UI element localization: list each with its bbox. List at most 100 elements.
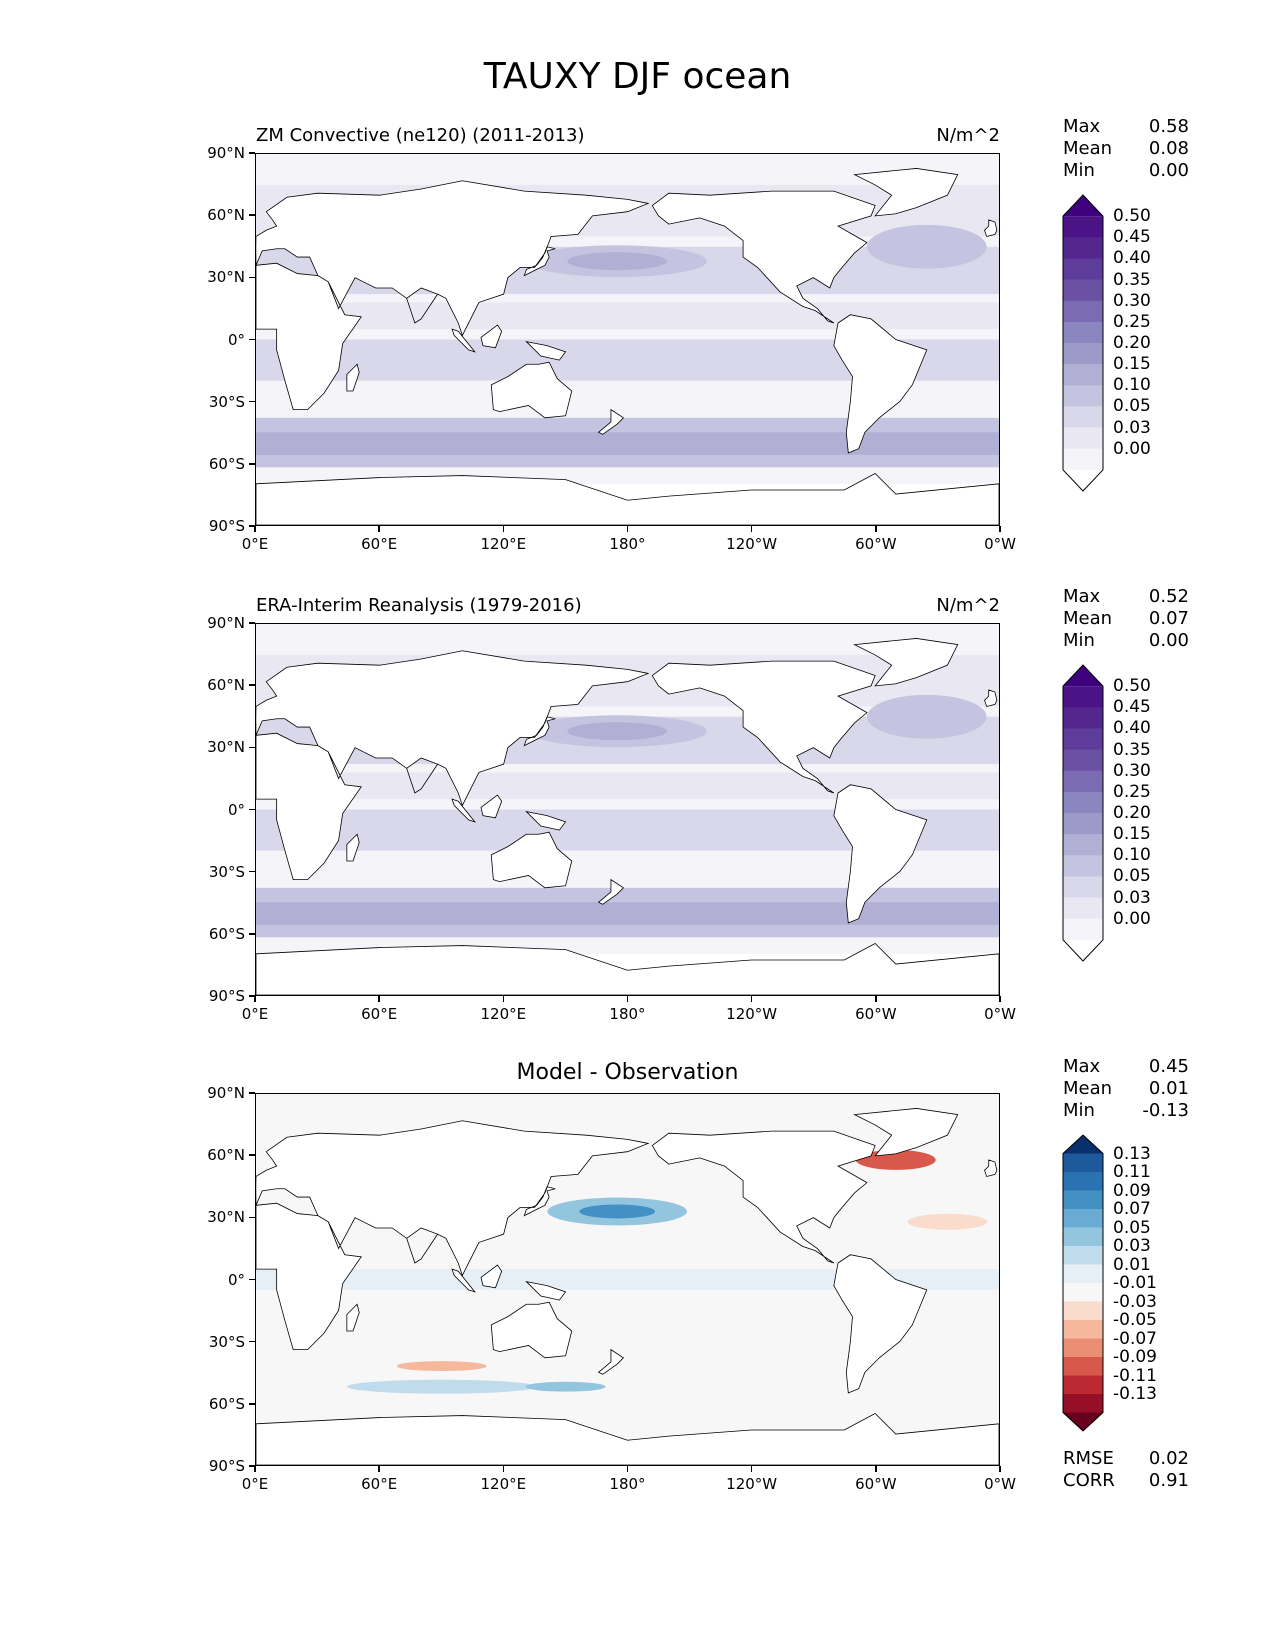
stat-value: -0.13 (1142, 1100, 1189, 1121)
ytick-mark (249, 684, 255, 686)
stat-rmse: RMSE 0.02 (1063, 1448, 1189, 1470)
colorbar-segment (1063, 876, 1103, 899)
xtick-mark (378, 1466, 380, 1472)
colorbar-outline (1062, 664, 1104, 962)
colorbar-tick-label: 0.05 (1113, 866, 1151, 887)
map-canvas (256, 624, 999, 995)
colorbar-segment (1063, 1301, 1103, 1321)
colorbar-segment (1063, 1135, 1103, 1154)
stat-value: 0.02 (1148, 1448, 1189, 1469)
field-diff-sio-red (396, 1361, 487, 1372)
ytick-label: 60°N (207, 676, 245, 695)
colorbar-segment (1063, 1283, 1103, 1302)
xtick-label: 60°W (855, 535, 897, 553)
ytick-mark (249, 1465, 255, 1467)
colorbar-segment (1063, 1246, 1103, 1265)
xtick-label: 60°W (855, 1005, 897, 1023)
ytick-mark (249, 622, 255, 624)
xtick-label: 60°W (855, 1475, 897, 1493)
colorbar-tick-label: 0.15 (1113, 354, 1151, 375)
xtick-label: 60°E (361, 535, 398, 553)
colorbar-tick-label: 0.30 (1113, 760, 1151, 781)
colorbar-segment (1063, 918, 1103, 941)
ytick-mark (249, 1092, 255, 1094)
colorbar-segment (1063, 385, 1103, 407)
panel-title: ZM Convective (ne120) (2011-2013) (256, 125, 585, 146)
colorbar-tick-label: 0.00 (1113, 908, 1151, 929)
panel-title: Model - Observation (516, 1060, 739, 1085)
ytick-label: 30°N (207, 738, 245, 757)
ytick-label: 60°N (207, 1146, 245, 1165)
panel-units: N/m^2 (936, 595, 1000, 616)
stat-max: Max 0.52 (1063, 586, 1189, 608)
xtick-label: 120°W (726, 1005, 778, 1023)
colorbar-segment (1063, 1394, 1103, 1413)
colorbar-segment (1063, 1338, 1103, 1358)
ytick-mark (249, 995, 255, 997)
map-panel (255, 153, 1000, 526)
colorbar (1062, 664, 1104, 962)
xtick-label: 0°E (241, 535, 269, 553)
colorbar-tick-label: 0.45 (1113, 227, 1151, 248)
colorbar-segment (1063, 897, 1103, 920)
stat-value: 0.58 (1148, 116, 1189, 137)
stat-label: RMSE (1063, 1448, 1114, 1469)
xtick-mark (999, 996, 1001, 1002)
colorbar-tick-label: 0.03 (1113, 417, 1151, 438)
ytick-label: 90°N (207, 144, 245, 162)
ytick-label: 30°S (208, 862, 245, 881)
colorbar-tick-label: -0.09 (1113, 1347, 1157, 1367)
panel-title: ERA-Interim Reanalysis (1979-2016) (256, 595, 582, 616)
colorbar-segment (1063, 279, 1103, 302)
field-diff-equator (256, 1269, 999, 1290)
colorbar-tick-label: -0.07 (1113, 1328, 1157, 1349)
xtick-mark (750, 996, 753, 1002)
colorbar-tick-label: 0.45 (1113, 697, 1151, 718)
colorbar-segment (1063, 813, 1103, 835)
ytick-mark (249, 214, 255, 216)
ytick-label: 0° (227, 330, 245, 349)
xtick-mark (626, 1466, 629, 1472)
field-band-trades-n (256, 302, 999, 330)
figure-title: TAUXY DJF ocean (483, 56, 792, 97)
colorbar-tick-label: 0.10 (1113, 845, 1151, 866)
ytick-mark (249, 870, 255, 873)
ytick-mark (249, 1154, 255, 1156)
colorbar-tick-label: 0.11 (1113, 1162, 1151, 1182)
colorbar-segment (1063, 427, 1103, 450)
colorbar-tick-label: 0.50 (1113, 206, 1151, 227)
field-diff-sio-core (525, 1381, 606, 1392)
stat-value: 0.52 (1148, 586, 1189, 607)
stat-value: 0.91 (1148, 1470, 1189, 1491)
stats-block: Max 0.52 Mean 0.07 Min 0.00 (1063, 586, 1189, 652)
stat-label: Mean (1063, 608, 1113, 629)
colorbar-segment (1063, 1375, 1103, 1395)
ytick-mark (249, 525, 255, 527)
colorbar-segment (1063, 1153, 1103, 1173)
ytick-mark (249, 338, 255, 341)
xtick-mark (502, 526, 505, 532)
stat-mean: Mean 0.08 (1063, 138, 1189, 160)
xtick-label: 120°W (726, 535, 778, 553)
ytick-mark (249, 746, 255, 749)
xtick-mark (750, 1466, 753, 1472)
colorbar-tick-label: 0.25 (1113, 311, 1151, 332)
colorbar-segment (1063, 343, 1103, 365)
stat-min: Min 0.00 (1063, 160, 1189, 182)
colorbar (1062, 1134, 1104, 1432)
field-natl-jet (866, 694, 987, 739)
colorbar-segment (1063, 258, 1103, 281)
colorbar-segment (1063, 448, 1103, 471)
stat-mean: Mean 0.01 (1063, 1078, 1189, 1100)
field-diff-npac-core (579, 1204, 656, 1219)
stat-label: Mean (1063, 1078, 1113, 1099)
colorbar-segment (1063, 791, 1103, 814)
colorbar-tick-label: 0.10 (1113, 375, 1151, 396)
xtick-label: 0°E (241, 1005, 269, 1023)
coastlines (256, 1108, 999, 1465)
coastlines (256, 168, 999, 525)
ytick-label: 90°S (208, 987, 245, 1005)
ytick-label: 90°N (207, 1084, 245, 1102)
colorbar-tick-label: -0.01 (1113, 1273, 1157, 1293)
ytick-label: 30°N (207, 268, 245, 287)
